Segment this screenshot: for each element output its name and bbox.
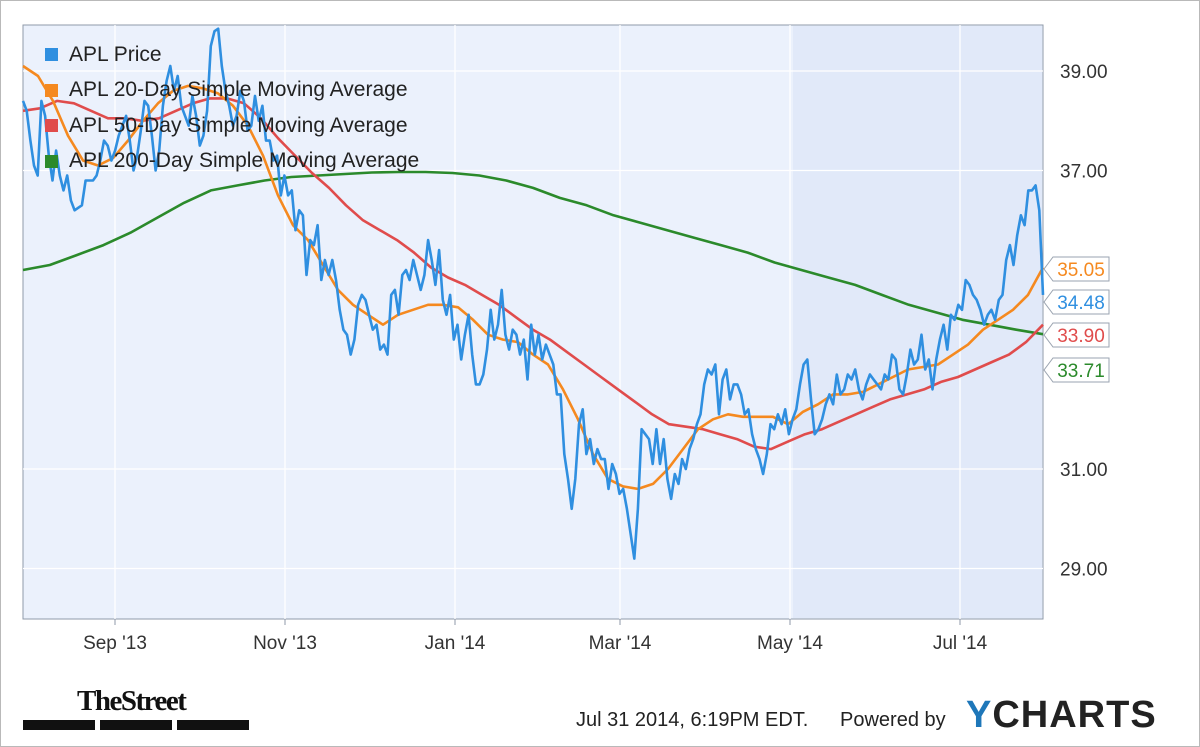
legend-item-sma50: APL 50-Day Simple Moving Average [45,108,419,144]
x-tick-label: May '14 [757,633,823,654]
price-last-label: 34.48 [1043,289,1110,315]
last-label-text: 35.05 [1057,260,1105,281]
legend-swatch-sma50 [45,119,58,133]
thestreet-bars [23,720,249,730]
last-label-box [1043,256,1110,282]
legend-label-sma200: APL 200-Day Simple Moving Average [69,149,420,173]
legend-item-price: APL Price [45,37,419,73]
ycharts-logo-text: CHARTS [992,694,1157,736]
series-lines [21,27,1045,560]
powered-by-text: Powered by [840,709,946,731]
last-label-text: 34.48 [1057,293,1105,314]
sma20-last-label: 35.05 [1043,256,1110,282]
sma20-line [22,64,1045,491]
legend-item-sma200: APL 200-Day Simple Moving Average [45,144,419,180]
legend-label-price: APL Price [69,42,162,66]
ycharts-logo-y: Y [966,694,993,736]
x-tick-label: Nov '13 [253,633,317,654]
last-label-box [1043,322,1110,348]
last-label-text: 33.90 [1057,326,1105,347]
sma200-last-label: 33.71 [1043,357,1110,383]
legend: APL Price APL 20-Day Simple Moving Avera… [45,37,419,179]
gridlines [23,25,1043,619]
x-axis-ticks: Sep '13 Nov '13 Jan '14 Mar '14 May '14 Jul '… [83,619,988,654]
legend-swatch-price [45,48,58,62]
x-tick-label: Mar '14 [589,633,652,654]
y-tick-label: 37.00 [1060,162,1108,183]
x-tick-label: Sep '13 [83,633,147,654]
y-tick-label: 29.00 [1060,560,1108,581]
last-value-labels: 35.05 34.48 33.90 33.71 [1043,256,1110,383]
x-tick-label: Jan '14 [425,633,486,654]
y-tick-label: 31.00 [1060,460,1108,481]
legend-label-sma50: APL 50-Day Simple Moving Average [69,113,408,137]
legend-label-sma20: APL 20-Day Simple Moving Average [69,78,408,102]
thestreet-logo: TheStreet [23,685,249,730]
plot-highlight-band [793,26,1042,618]
sma50-last-label: 33.90 [1043,322,1110,348]
legend-swatch-sma20 [45,83,58,97]
last-label-box [1043,289,1110,315]
y-tick-label: 39.00 [1060,62,1108,83]
legend-item-sma20: APL 20-Day Simple Moving Average [45,73,419,109]
thestreet-wordmark: TheStreet [77,685,187,717]
last-label-text: 33.71 [1057,361,1105,382]
x-tick-label: Jul '14 [933,633,988,654]
timestamp: Jul 31 2014, 6:19PM EDT. [576,709,809,731]
legend-swatch-sma200 [45,154,58,168]
last-label-box [1043,357,1110,383]
ycharts-logo: YCHARTS [966,694,1157,737]
y-axis-ticks: 29.00 31.00 37.00 39.00 [1060,62,1108,581]
price-line [21,27,1045,560]
sma200-line [22,170,1044,336]
